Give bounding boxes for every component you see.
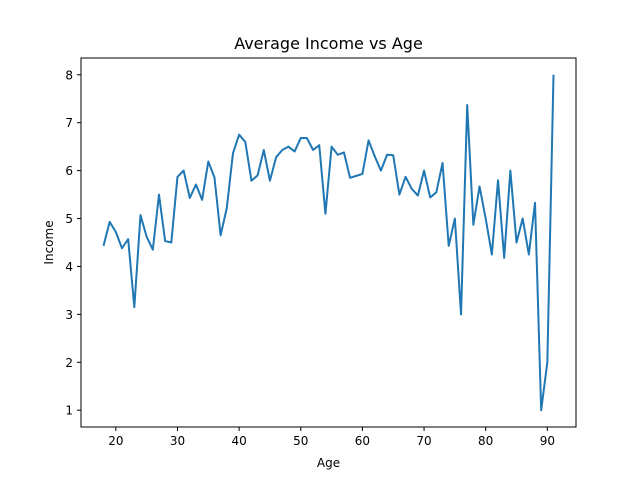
plot-area bbox=[81, 58, 576, 427]
series-line bbox=[102, 74, 555, 412]
y-tick-label: 1 bbox=[65, 404, 73, 418]
y-tick-label: 3 bbox=[65, 308, 73, 322]
y-tick-label: 4 bbox=[65, 260, 73, 274]
x-axis-ticks: 20 30 40 50 60 70 80 90 bbox=[108, 427, 555, 448]
x-tick-label: 90 bbox=[540, 434, 555, 448]
x-axis-label: Age bbox=[317, 456, 340, 470]
x-tick-label: 30 bbox=[170, 434, 185, 448]
y-axis-ticks: 1 2 3 4 5 6 7 8 bbox=[65, 68, 81, 418]
x-tick-label: 50 bbox=[293, 434, 308, 448]
y-axis-label: Income bbox=[42, 220, 56, 264]
x-tick-label: 40 bbox=[231, 434, 246, 448]
x-tick-label: 80 bbox=[478, 434, 493, 448]
x-tick-label: 60 bbox=[355, 434, 370, 448]
x-tick-label: 20 bbox=[108, 434, 123, 448]
y-tick-label: 2 bbox=[65, 356, 73, 370]
y-tick-label: 8 bbox=[65, 68, 73, 82]
plot-frame bbox=[80, 57, 577, 428]
chart-title: Average Income vs Age bbox=[234, 34, 423, 53]
x-tick-label: 70 bbox=[416, 434, 431, 448]
y-tick-label: 6 bbox=[65, 164, 73, 178]
y-tick-label: 7 bbox=[65, 116, 73, 130]
y-tick-label: 5 bbox=[65, 212, 73, 226]
